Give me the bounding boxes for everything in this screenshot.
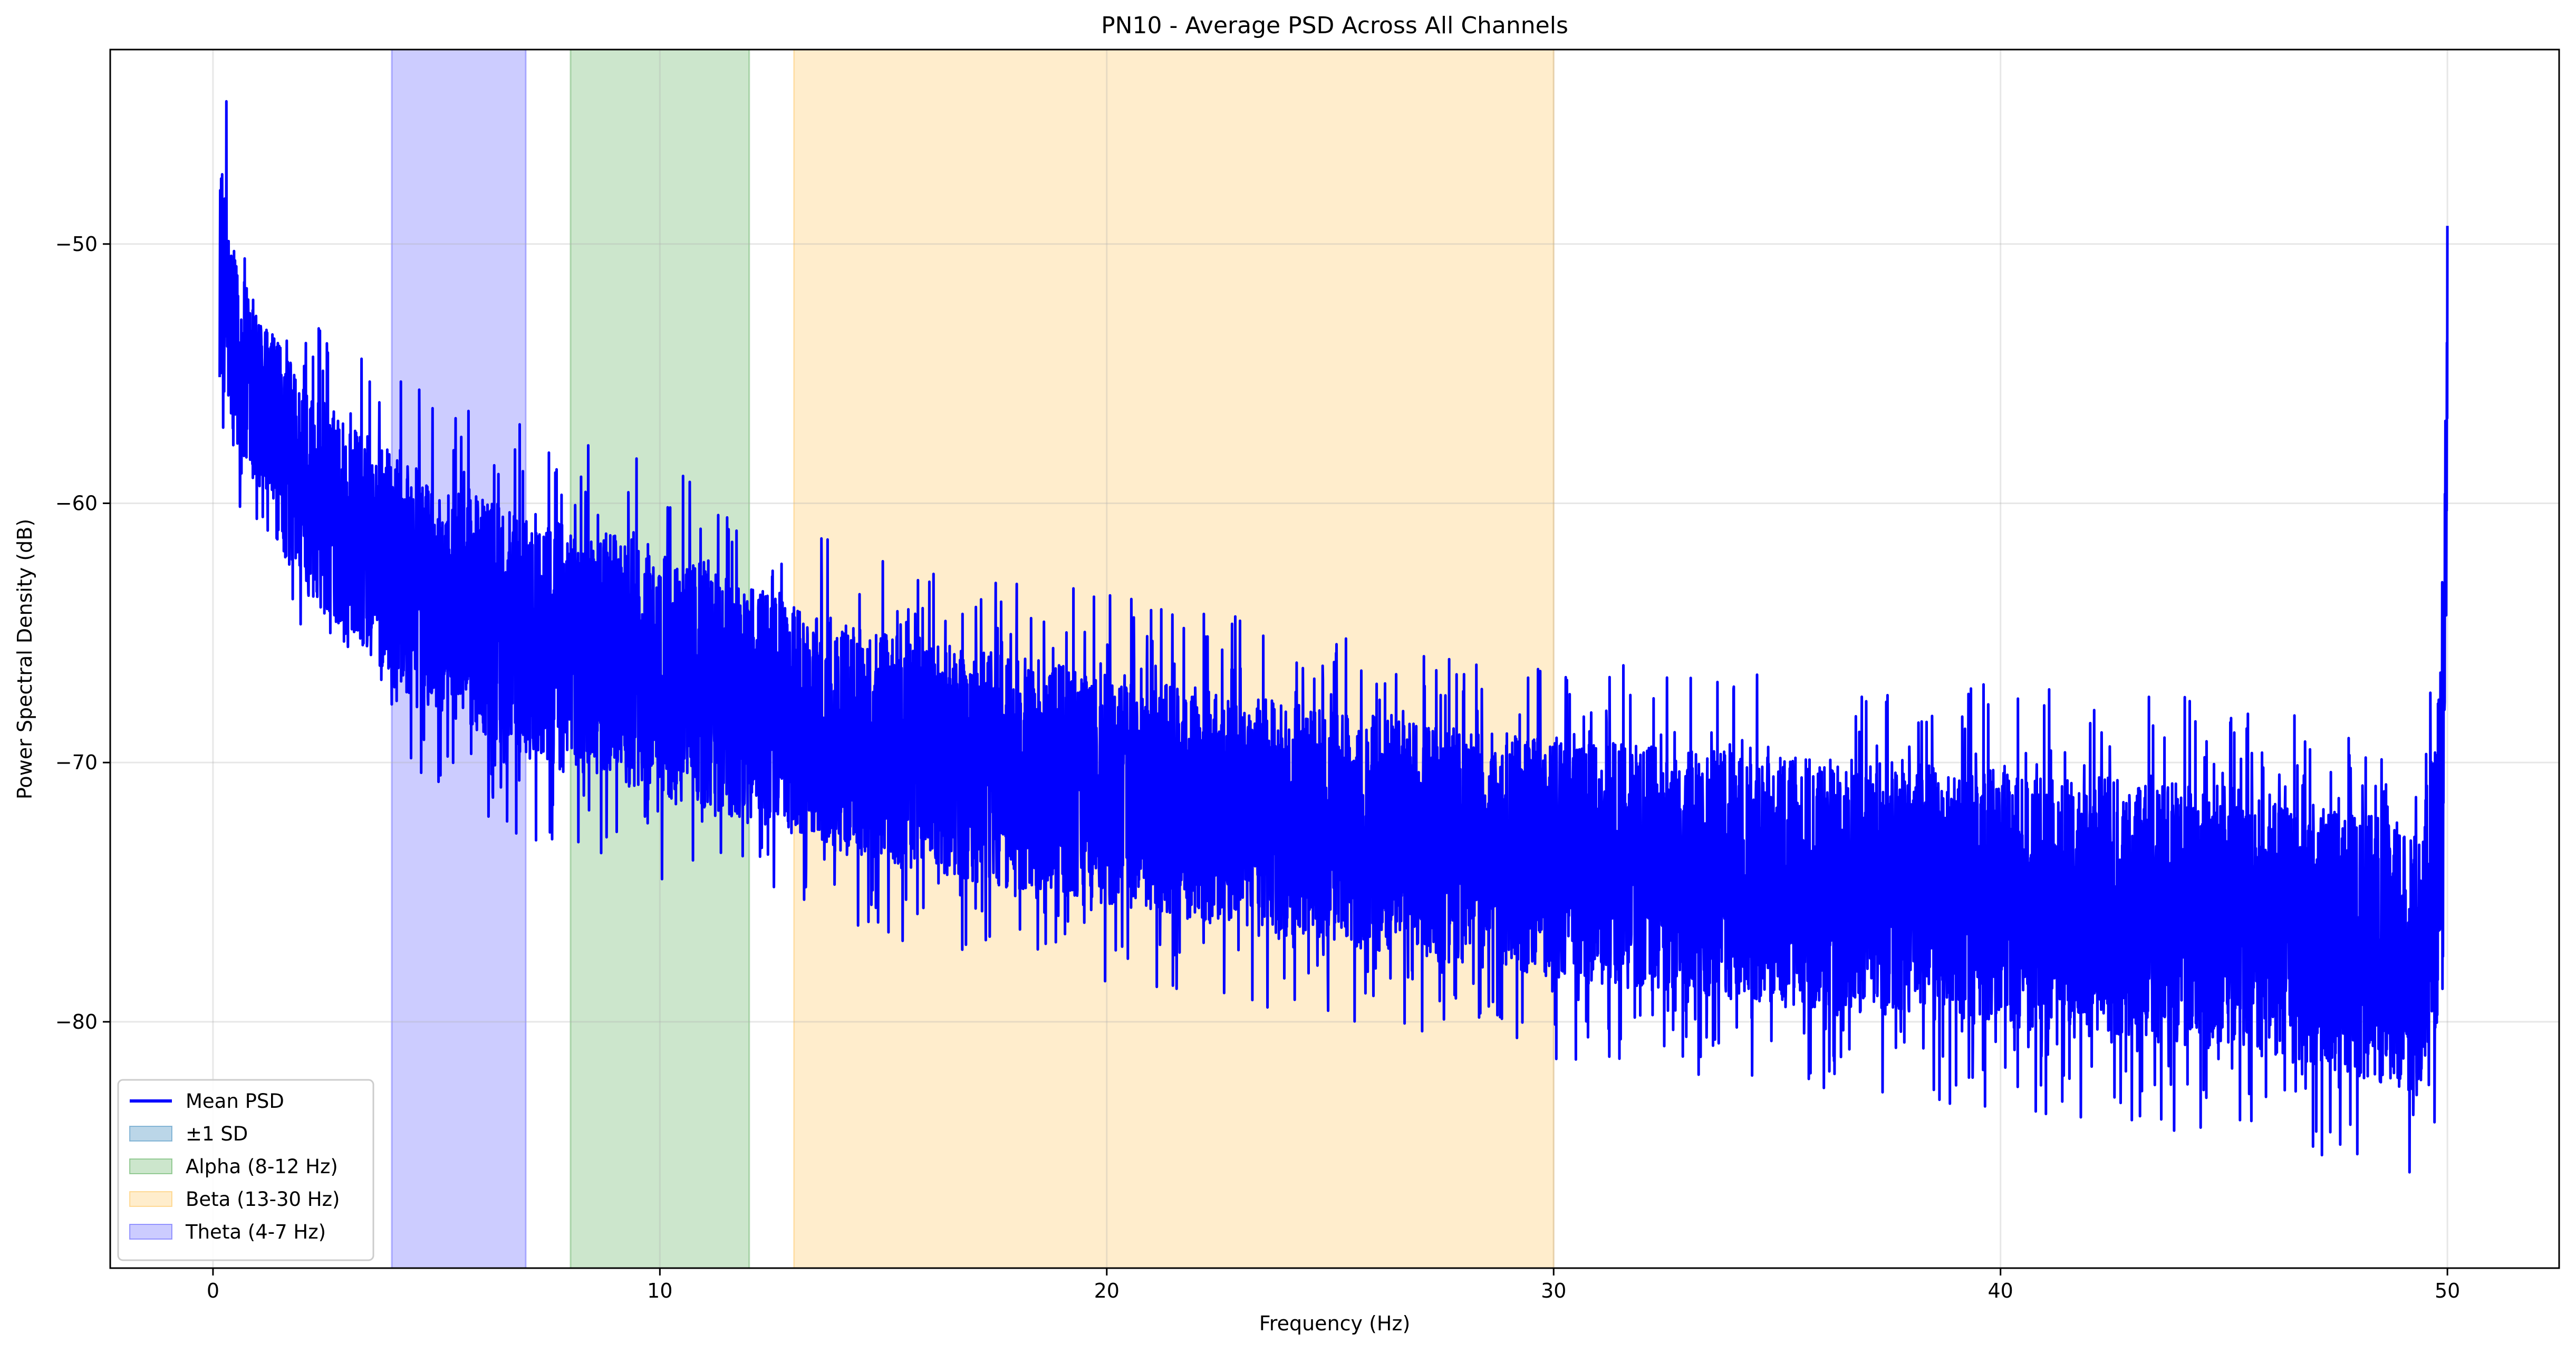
legend-swatch-2	[129, 1158, 172, 1174]
chart-title: PN10 - Average PSD Across All Channels	[1101, 12, 1568, 39]
x-tick-label-5: 50	[2435, 1279, 2460, 1302]
legend-label-4: Theta (4-7 Hz)	[185, 1221, 326, 1243]
y-tick-label-2: −60	[55, 491, 98, 515]
x-tick-label-3: 30	[1541, 1279, 1566, 1302]
legend-box	[117, 1079, 374, 1261]
x-tick-label-4: 40	[1988, 1279, 2013, 1302]
y-tick-label-3: −50	[55, 233, 98, 256]
x-tick-label-2: 20	[1094, 1279, 1120, 1302]
y-tick-label-1: −70	[55, 751, 98, 774]
legend-label-1: ±1 SD	[186, 1123, 248, 1145]
x-tick-label-1: 10	[647, 1279, 672, 1302]
legend-swatch-1	[129, 1126, 172, 1142]
x-tick-label-0: 0	[207, 1279, 219, 1302]
legend-label-0: Mean PSD	[186, 1090, 284, 1113]
legend-label-2: Alpha (8-12 Hz)	[186, 1155, 338, 1178]
legend-label-3: Beta (13-30 Hz)	[186, 1188, 340, 1211]
psd-data	[218, 100, 2449, 1174]
x-axis-label: Frequency (Hz)	[1259, 1312, 1411, 1335]
axes-frame	[109, 49, 2560, 1269]
mean-psd-line	[218, 100, 2449, 1174]
y-axis-label: Power Spectral Density (dB)	[13, 519, 36, 799]
legend-swatch-4	[129, 1224, 172, 1240]
legend-swatch-3	[129, 1191, 172, 1207]
legend: Mean PSD ±1 SD Alpha (8-12 Hz) Beta (13-30 …	[117, 1079, 374, 1261]
y-tick-label-0: −80	[55, 1010, 98, 1033]
x-axis-ticks: 0 10 20 30 40 50	[207, 1268, 2460, 1302]
y-axis-ticks: −80 −70 −60 −50	[55, 233, 110, 1033]
